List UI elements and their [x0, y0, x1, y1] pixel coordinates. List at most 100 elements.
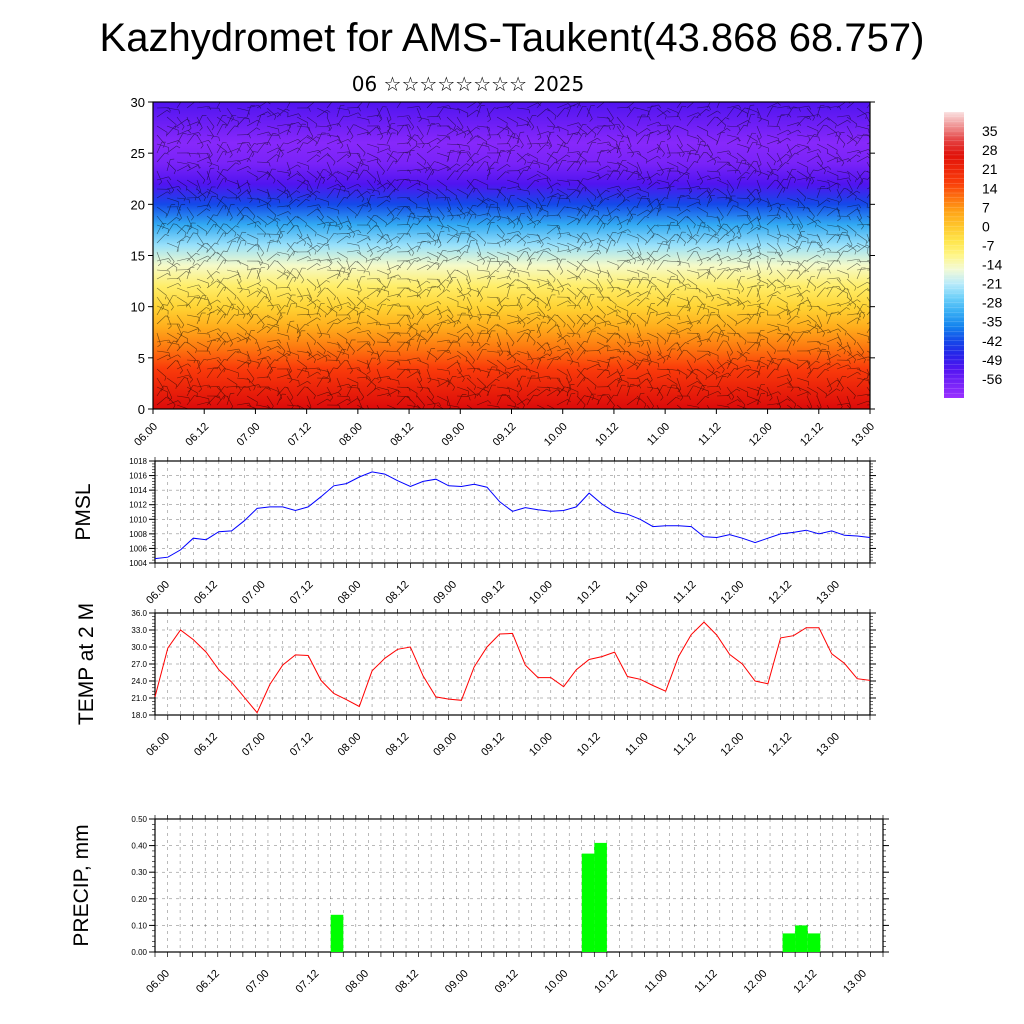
x-tick-label: 07.12 [288, 579, 316, 607]
y-tick-label: 1010 [129, 515, 147, 524]
x-tick-label: 09.12 [479, 731, 507, 759]
y-tick-label: 21.0 [131, 694, 147, 703]
colorbar-scale [944, 112, 964, 398]
precip-bar [594, 842, 607, 952]
heatmap-x-tick-label: 10.12 [593, 421, 621, 449]
colorbar-tick-label: -42 [982, 333, 1002, 349]
heatmap-y-tick-label: 15 [131, 249, 145, 264]
x-tick-label: 10.00 [542, 968, 570, 996]
temp-2m-chart: 18.0 21.0 24.0 27.0 30.0 33.0 36.0 06.00 06.12 07… [75, 603, 876, 759]
precip-bar [807, 933, 821, 952]
x-tick-label: 11.12 [671, 731, 698, 758]
heatmap-x-tick-label: 12.00 [747, 421, 775, 449]
x-tick-label: 11.12 [671, 579, 698, 606]
heatmap-y-tick-label: 30 [131, 95, 145, 110]
heatmap-y-tick-label: 5 [138, 351, 145, 366]
wind-barbs [156, 102, 870, 409]
colorbar-tick-label: -28 [982, 295, 1002, 311]
x-tick-label: 06.12 [194, 968, 222, 996]
x-tick-label: 09.12 [493, 968, 521, 996]
y-tick-label: 1012 [129, 501, 147, 510]
y-tick-label: 27.0 [131, 660, 147, 669]
x-tick-label: 08.12 [383, 579, 411, 607]
x-tick-label: 10.12 [592, 968, 620, 996]
heatmap-x-tick-label: 11.12 [696, 421, 723, 448]
x-tick-label: 08.12 [383, 731, 411, 759]
heatmap-y-tick-label: 0 [138, 402, 145, 417]
y-tick-label: 0.10 [131, 921, 147, 930]
x-tick-label: 10.00 [527, 731, 555, 759]
y-tick-label: 1016 [129, 472, 147, 481]
x-tick-label: 10.00 [527, 579, 555, 607]
heatmap-y-tick-label: 25 [131, 146, 145, 161]
colorbar-tick-label: 35 [982, 123, 998, 139]
x-tick-label: 13.00 [814, 731, 842, 759]
y-tick-label: 18.0 [131, 711, 147, 720]
y-axis-title: PMSL [72, 483, 95, 540]
heatmap-x-tick-label: 06.00 [132, 421, 160, 449]
series-line [154, 471, 871, 560]
precip-bar [795, 925, 808, 952]
colorbar-tick-label: -7 [982, 237, 995, 253]
x-tick-label: 07.00 [240, 579, 268, 607]
x-tick-label: 08.00 [336, 731, 364, 759]
y-tick-label: 1006 [129, 544, 147, 553]
series-line [154, 621, 871, 714]
heatmap-x-tick-label: 13.00 [849, 421, 877, 449]
x-tick-label: 09.00 [431, 579, 459, 607]
heatmap-y-tick-label: 10 [131, 300, 145, 315]
x-tick-label: 11.00 [623, 579, 650, 606]
heatmap-x-tick-label: 12.12 [798, 421, 826, 449]
y-tick-label: 1018 [129, 457, 147, 466]
x-tick-label: 12.00 [742, 968, 770, 996]
y-tick-label: 0.40 [131, 842, 147, 851]
y-tick-label: 0.20 [131, 895, 147, 904]
y-axis-title: TEMP at 2 M [75, 603, 98, 725]
y-tick-label: 0.30 [131, 868, 147, 877]
x-tick-label: 06.00 [144, 731, 172, 759]
x-tick-label: 10.12 [575, 731, 603, 759]
y-tick-label: 0.00 [131, 948, 147, 957]
colorbar-legend: 35 28 21 14 7 0 -7 -14 -21 -28 -35 -42 -49 -56 [944, 111, 1002, 398]
heatmap-x-tick-label: 06.12 [183, 421, 211, 449]
heatmap-y-tick-label: 20 [131, 197, 145, 212]
x-tick-label: 09.12 [479, 579, 507, 607]
x-tick-label: 13.00 [841, 968, 869, 996]
precip-bar [581, 853, 595, 952]
x-tick-label: 12.00 [718, 579, 746, 607]
x-tick-label: 06.00 [144, 968, 172, 996]
y-tick-label: 1008 [129, 530, 147, 539]
heatmap-x-tick-label: 11.00 [645, 421, 672, 448]
x-tick-label: 07.00 [240, 731, 268, 759]
y-tick-label: 30.0 [131, 643, 147, 652]
y-tick-label: 33.0 [131, 626, 147, 635]
x-tick-label: 07.12 [294, 968, 322, 996]
y-tick-label: 36.0 [131, 609, 147, 618]
heatmap-x-tick-label: 09.12 [491, 421, 519, 449]
x-tick-label: 11.12 [692, 968, 719, 995]
y-tick-label: 1004 [129, 559, 147, 568]
x-tick-label: 08.00 [336, 579, 364, 607]
x-tick-label: 11.00 [623, 731, 650, 758]
x-tick-label: 07.12 [288, 731, 316, 759]
y-tick-label: 0.50 [131, 815, 147, 824]
x-tick-label: 06.12 [192, 731, 220, 759]
x-tick-label: 07.00 [244, 968, 272, 996]
page-subtitle: 06 ☆☆☆☆☆☆☆☆ 2025 [351, 72, 585, 96]
x-tick-label: 09.00 [431, 731, 459, 759]
colorbar-tick-label: 7 [982, 199, 990, 215]
x-tick-label: 13.00 [814, 579, 842, 607]
heatmap-x-tick-label: 08.00 [337, 421, 365, 449]
x-tick-label: 12.12 [791, 968, 819, 996]
colorbar-tick-label: -56 [982, 371, 1002, 387]
x-tick-label: 08.12 [393, 968, 421, 996]
heatmap-x-tick-label: 07.00 [235, 421, 263, 449]
colorbar-tick-label: 0 [982, 218, 990, 234]
pmsl-chart: 1004 1006 1008 1010 1012 1014 1016 1018 06.00 06.… [72, 457, 876, 607]
colorbar-tick-label: -49 [982, 352, 1002, 368]
x-tick-label: 12.12 [766, 579, 794, 607]
precip-bar [330, 914, 344, 952]
colorbar-tick-label: 21 [982, 161, 998, 177]
x-tick-label: 12.12 [766, 731, 794, 759]
